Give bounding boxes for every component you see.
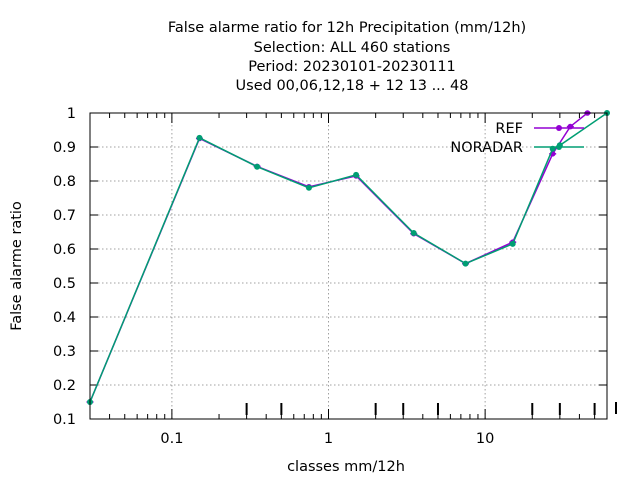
y-tick-label: 0.4	[53, 310, 76, 326]
data-point	[462, 260, 469, 267]
legend-item-noradar: NORADAR	[450, 140, 584, 156]
y-tick-label: 0.6	[53, 242, 76, 258]
series-line	[89, 112, 588, 403]
data-point	[305, 184, 312, 191]
title-line-2: Selection: ALL 460 stations	[254, 40, 451, 56]
legend: REF NORADAR	[450, 121, 584, 156]
title-line-4: Used 00,06,12,18 + 12 13 ... 48	[236, 78, 469, 94]
legend-marker	[556, 125, 562, 131]
legend-label: REF	[495, 121, 523, 137]
y-tick-label: 0.3	[53, 344, 76, 360]
data-point	[353, 171, 360, 178]
y-tick-label: 1	[67, 106, 76, 122]
series-line	[89, 112, 608, 403]
x-tick-label: 1	[324, 431, 333, 447]
chart-title: False alarme ratio for 12h Precipitation…	[168, 20, 526, 94]
y-tick-label: 0.5	[53, 276, 76, 292]
x-tick-label: 0.1	[160, 431, 183, 447]
data-point	[509, 240, 516, 247]
legend-label: NORADAR	[450, 140, 523, 156]
y-axis-label: False alarme ratio	[9, 201, 25, 331]
plot-frame	[89, 112, 608, 420]
x-tick-label: 10	[476, 431, 494, 447]
legend-item-ref: REF	[495, 121, 584, 137]
series-layer	[86, 110, 610, 405]
legend-marker	[556, 144, 562, 150]
title-line-3: Period: 20230101-20230111	[248, 59, 456, 75]
data-point	[254, 163, 261, 170]
data-point	[196, 134, 203, 141]
y-tick-label: 0.8	[53, 174, 76, 190]
y-tick-label: 0.9	[53, 140, 76, 156]
axis-ticks	[90, 112, 617, 420]
series-noradar	[87, 110, 610, 405]
y-tick-label: 0.1	[53, 412, 76, 428]
title-line-1: False alarme ratio for 12h Precipitation…	[168, 20, 526, 36]
data-point	[410, 230, 417, 237]
grid-lines	[90, 113, 607, 419]
x-axis-label: classes mm/12h	[287, 459, 405, 475]
y-tick-label: 0.7	[53, 208, 76, 224]
tick-labels: 0.1 0.2 0.3 0.4 0.5 0.6 0.7 0.8 0.9 1 0.1 1 10	[53, 106, 494, 447]
y-tick-label: 0.2	[53, 378, 76, 394]
